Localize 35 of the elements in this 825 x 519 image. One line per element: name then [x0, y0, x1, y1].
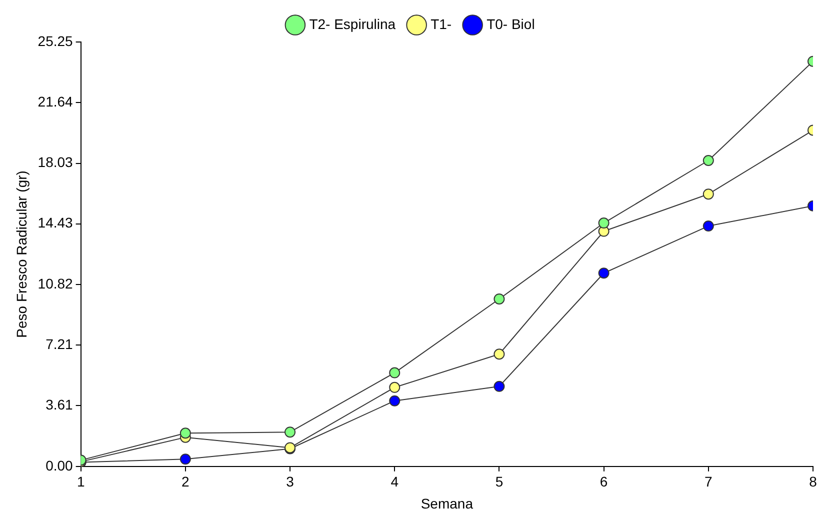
x-axis-title: Semana — [420, 495, 474, 512]
point — [284, 426, 296, 438]
y-tick-label: 7.21 — [46, 336, 74, 352]
point — [494, 380, 505, 392]
point — [702, 188, 714, 200]
y-tick-label: 25.25 — [38, 32, 74, 49]
y-tick-label: 14.43 — [38, 214, 74, 231]
y-tick-label: 0.00 — [46, 457, 74, 474]
y-tick-label: 3.61 — [46, 396, 74, 413]
legend-label: T0- Biol — [486, 16, 535, 32]
x-tick-label: 6 — [600, 474, 608, 490]
x-tick-label: 2 — [182, 474, 190, 490]
point — [494, 348, 505, 360]
point — [598, 218, 610, 229]
point — [180, 454, 191, 465]
y-axis-title: Peso Fresco Radicular (gr) — [13, 170, 30, 338]
legend-label: T1- — [430, 16, 452, 32]
x-tick-label: 1 — [76, 474, 85, 490]
point — [702, 220, 714, 232]
point — [180, 428, 191, 439]
y-tick-label: 18.03 — [38, 154, 74, 170]
point — [389, 367, 400, 378]
point — [598, 268, 610, 279]
y-tick-label: 10.82 — [38, 275, 74, 292]
legend-label: T2- Espirulina — [309, 16, 396, 32]
x-tick-label: 4 — [390, 474, 399, 490]
x-tick-label: 7 — [704, 474, 713, 490]
point — [389, 382, 400, 393]
point — [389, 395, 400, 406]
x-tick-label: 5 — [495, 474, 504, 490]
point — [702, 154, 714, 166]
y-tick-label: 21.64 — [38, 94, 74, 110]
point — [494, 293, 505, 304]
x-tick-label: 8 — [809, 474, 818, 490]
x-tick-label: 3 — [286, 474, 294, 490]
